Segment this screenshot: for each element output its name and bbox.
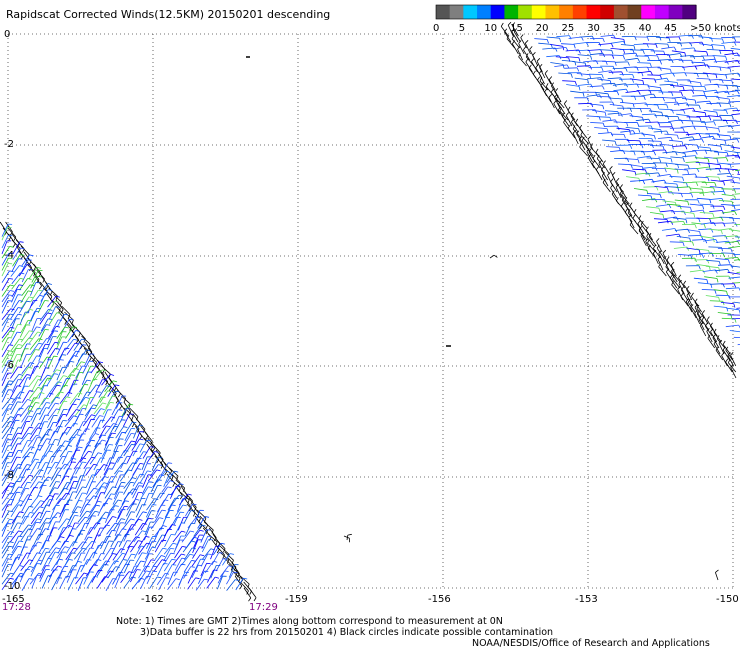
scale-swatch bbox=[463, 5, 478, 19]
lat-label-minus6: -6 bbox=[4, 360, 14, 371]
scale-swatch bbox=[531, 5, 547, 19]
lon-label-156w: -156 bbox=[428, 594, 451, 605]
lon-label-153w: -153 bbox=[575, 594, 598, 605]
wind-map[interactable]: 0 -2 -4 -6 -8 -10 -165 -162 -159 -156 -1… bbox=[0, 0, 740, 612]
scale-label: >50 knots bbox=[690, 23, 740, 34]
wind-swath-west bbox=[0, 221, 257, 602]
lat-label-minus8: -8 bbox=[4, 470, 14, 481]
lat-label-0: 0 bbox=[4, 29, 10, 40]
isolated-wind-vectors bbox=[246, 56, 719, 581]
scale-swatch bbox=[449, 5, 464, 19]
scale-label: 0 bbox=[433, 23, 439, 34]
lat-label-minus2: -2 bbox=[4, 139, 14, 150]
scale-label: 20 bbox=[536, 23, 549, 34]
scale-swatch bbox=[477, 5, 492, 19]
note-line-3: NOAA/NESDIS/Office of Research and Appli… bbox=[472, 638, 710, 649]
time-label-start: 17:28 bbox=[2, 602, 31, 612]
lon-label-162w: -162 bbox=[141, 594, 164, 605]
scale-label: 10 bbox=[484, 23, 497, 34]
grid bbox=[7, 33, 734, 589]
scale-label: 35 bbox=[613, 23, 626, 34]
lat-label-minus4: -4 bbox=[4, 250, 14, 261]
note-line-1: Note: 1) Times are GMT 2)Times along bot… bbox=[116, 616, 503, 627]
map-title: Rapidscat Corrected Winds(12.5KM) 201502… bbox=[6, 8, 331, 21]
lon-label-165w: -165 bbox=[2, 594, 25, 605]
lon-label-150w: -150 bbox=[716, 594, 739, 605]
wind-swath-east bbox=[500, 21, 740, 379]
scale-label: 30 bbox=[587, 23, 600, 34]
scale-swatch bbox=[559, 5, 574, 19]
lat-label-minus10: -10 bbox=[4, 581, 20, 592]
scale-swatch bbox=[518, 5, 533, 19]
scale-swatch bbox=[436, 5, 451, 19]
note-line-2: 3)Data buffer is 22 hrs from 20150201 4)… bbox=[140, 627, 554, 638]
scale-swatch bbox=[490, 5, 506, 19]
time-label-end: 17:29 bbox=[249, 602, 278, 612]
scale-label: 5 bbox=[459, 23, 465, 34]
scale-swatch bbox=[504, 5, 519, 19]
wind-speed-color-scale: 0 5 10 15 20 25 30 35 40 45 >50 knots bbox=[433, 4, 740, 34]
lon-label-159w: -159 bbox=[285, 594, 308, 605]
scale-swatch bbox=[613, 5, 629, 19]
scale-swatch bbox=[545, 5, 560, 19]
scale-swatch bbox=[627, 5, 642, 19]
scale-swatch bbox=[586, 5, 601, 19]
scale-swatch bbox=[682, 5, 697, 19]
footnotes: Note: 1) Times are GMT 2)Times along bot… bbox=[0, 612, 740, 650]
scale-label: 45 bbox=[664, 23, 677, 34]
scale-label: 25 bbox=[562, 23, 575, 34]
scale-swatch bbox=[600, 5, 615, 19]
scale-swatch bbox=[654, 5, 670, 19]
scale-swatch bbox=[572, 5, 588, 19]
scale-swatch bbox=[668, 5, 683, 19]
scale-label: 40 bbox=[639, 23, 652, 34]
scale-swatch bbox=[641, 5, 656, 19]
